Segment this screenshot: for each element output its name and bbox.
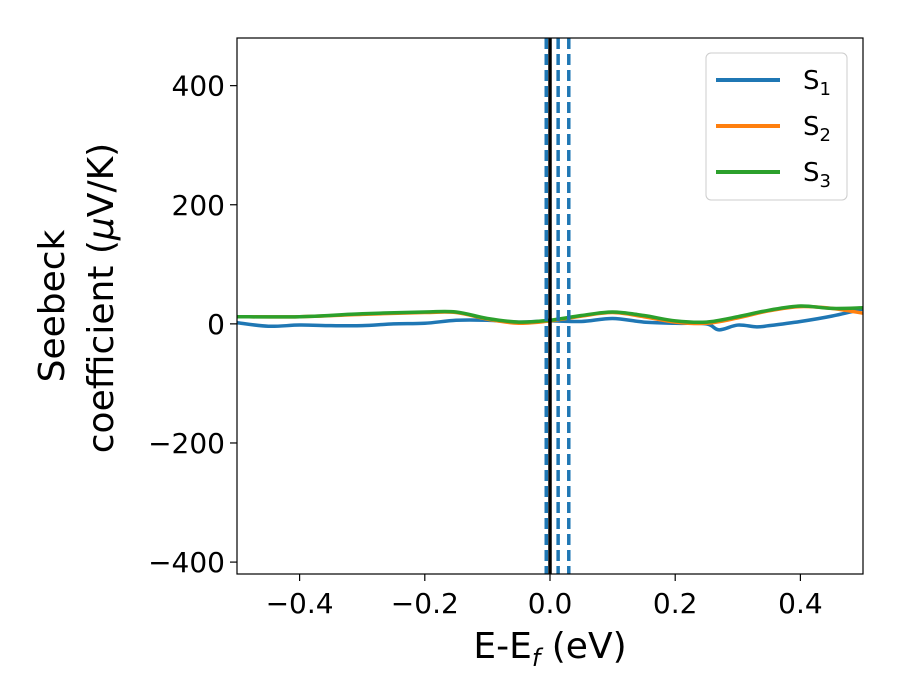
x-axis-label: E-Ef (eV) bbox=[473, 626, 626, 672]
series-line-s1 bbox=[237, 307, 863, 332]
x-tick-label: 0.2 bbox=[653, 587, 698, 620]
y-tick-label: 0 bbox=[207, 308, 225, 341]
x-axis: −0.4 −0.2 0.0 0.2 0.4 bbox=[266, 574, 823, 620]
y-axis-label: Seebeck coefficient (μV/K) bbox=[32, 143, 122, 453]
series-layer bbox=[237, 304, 863, 332]
y-axis: −400 −200 0 200 400 bbox=[148, 70, 237, 579]
legend-label-s1: S1 bbox=[803, 66, 831, 100]
x-tick-label: −0.2 bbox=[391, 587, 459, 620]
series-line-s3 bbox=[237, 304, 863, 325]
y-axis-label-line2: coefficient (μV/K) bbox=[81, 143, 122, 453]
legend: S1 S2 S3 bbox=[705, 52, 848, 201]
y-tick-label: 200 bbox=[172, 189, 225, 222]
x-tick-label: 0.4 bbox=[778, 587, 823, 620]
y-tick-label: 400 bbox=[172, 70, 225, 103]
x-tick-label: −0.4 bbox=[266, 587, 334, 620]
y-tick-label: −400 bbox=[148, 546, 225, 579]
vline-layer bbox=[544, 38, 571, 574]
x-tick-label: 0.0 bbox=[528, 587, 573, 620]
y-axis-label-line1: Seebeck bbox=[32, 229, 73, 382]
legend-label-s2: S2 bbox=[803, 112, 831, 146]
legend-label-s3: S3 bbox=[803, 158, 831, 192]
y-tick-label: −200 bbox=[148, 427, 225, 460]
